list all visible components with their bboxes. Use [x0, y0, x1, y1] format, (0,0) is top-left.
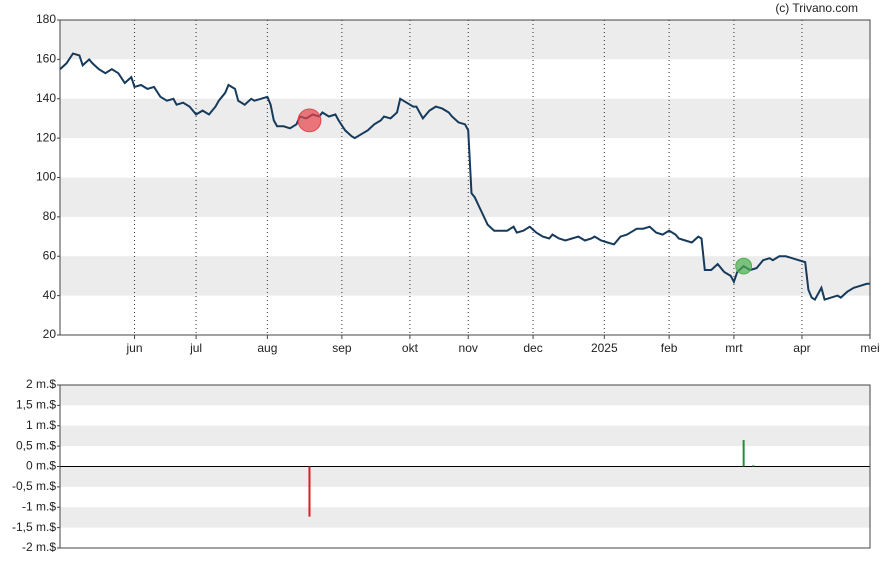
y-tick-label: -2 m.$ [22, 540, 56, 554]
y-tick-label: 20 [43, 327, 57, 341]
plot-frame [59, 19, 871, 336]
y-tick-label: -1 m.$ [22, 499, 56, 513]
y-tick-label: -0,5 m.$ [12, 479, 56, 493]
bar [308, 466, 311, 517]
y-tick-label: 100 [36, 170, 56, 184]
y-tick-label: 0,5 m.$ [16, 438, 56, 452]
trade-marker [297, 108, 322, 133]
grid-band [60, 177, 870, 217]
y-tick-label: 60 [43, 248, 57, 262]
x-tick-label: mei [860, 341, 879, 355]
grid-band [60, 425, 870, 447]
y-tick-label: 120 [36, 130, 56, 144]
y-tick-label: 0 m.$ [26, 459, 56, 473]
bar [752, 465, 755, 467]
y-tick-label: -1,5 m.$ [12, 520, 56, 534]
x-tick-label: 2025 [591, 341, 618, 355]
bar [742, 440, 745, 467]
x-tick-label: mrt [725, 341, 743, 355]
x-tick-label: apr [793, 341, 810, 355]
x-tick-label: okt [402, 341, 419, 355]
x-tick-label: nov [459, 341, 478, 355]
y-tick-label: 2 m.$ [26, 377, 56, 391]
x-tick-label: dec [523, 341, 542, 355]
y-tick-label: 40 [43, 288, 57, 302]
source: (c) Trivano.com [775, 1, 858, 15]
y-tick-label: 160 [36, 52, 56, 66]
y-tick-label: 140 [36, 91, 56, 105]
x-tick-label: feb [661, 341, 678, 355]
grid-band [60, 98, 870, 139]
x-tick-label: jul [189, 341, 202, 355]
grid-band [60, 385, 870, 406]
y-tick-label: 1,5 m.$ [16, 398, 56, 412]
grid-band [60, 20, 870, 60]
plot-frame [59, 384, 871, 549]
grid-band [60, 466, 870, 487]
x-tick-label: sep [332, 341, 352, 355]
y-tick-label: 80 [43, 209, 57, 223]
grid-band [60, 507, 870, 528]
x-tick-label: jun [126, 341, 143, 355]
x-tick-label: aug [257, 341, 277, 355]
trade-marker [735, 257, 753, 275]
y-tick-label: 180 [36, 12, 56, 26]
y-tick-label: 1 m.$ [26, 418, 56, 432]
price-line [59, 52, 870, 302]
